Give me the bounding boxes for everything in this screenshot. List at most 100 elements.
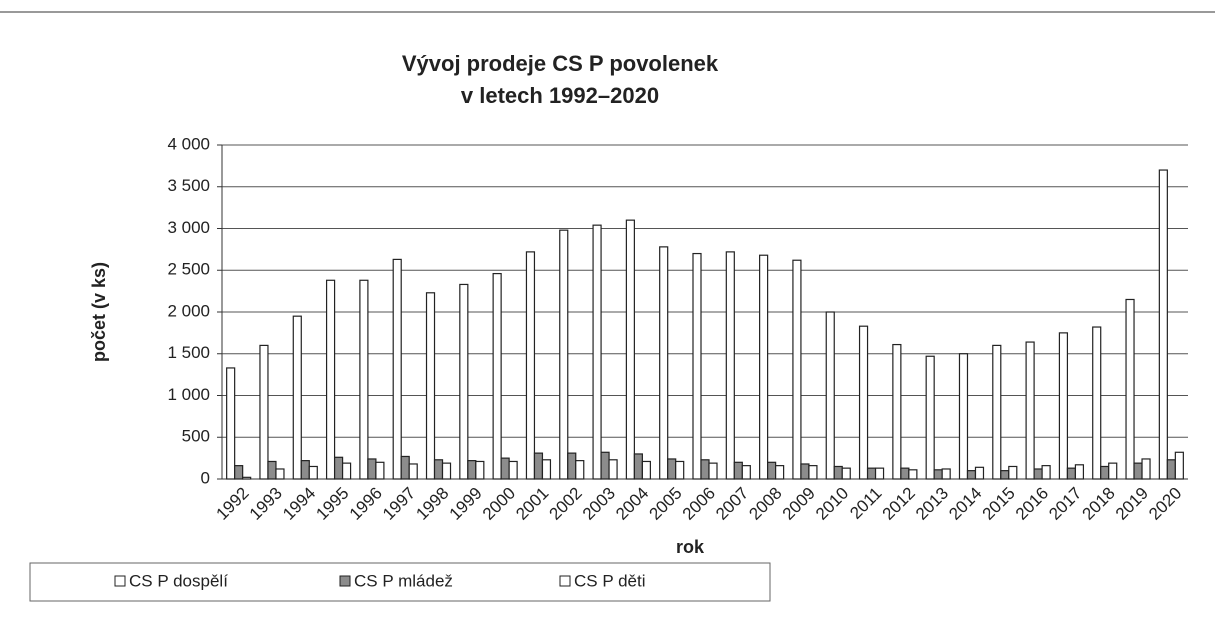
bar [1141, 458, 1151, 480]
legend-box [29, 562, 771, 602]
bar [667, 458, 677, 480]
bar [525, 251, 536, 480]
bar [892, 343, 902, 480]
bar [375, 461, 385, 480]
bar [775, 465, 785, 480]
bar [1158, 169, 1168, 480]
x-tick-label: 2018 [1079, 484, 1119, 524]
bar [866, 467, 877, 480]
x-tick-label: 2012 [879, 484, 919, 524]
x-tick-label: 1994 [279, 484, 319, 524]
bar [641, 460, 651, 480]
x-tick-label: 2010 [812, 484, 852, 524]
x-tick-label: 1993 [246, 484, 286, 524]
x-tick-label: 1995 [312, 484, 352, 524]
bar [841, 467, 851, 480]
x-tick-label: 2001 [512, 484, 552, 524]
bar [508, 460, 518, 480]
bar [1025, 341, 1035, 480]
x-tick-label: 1999 [446, 484, 486, 524]
chart-title: v letech 1992–2020 [461, 83, 659, 108]
bar [400, 455, 410, 480]
bar [308, 465, 318, 480]
bar [966, 470, 977, 480]
x-tick-label: 1992 [212, 484, 252, 524]
bar [900, 467, 910, 480]
legend-swatch [114, 575, 126, 587]
bar [1166, 459, 1176, 480]
legend-swatch [559, 575, 571, 587]
bar [733, 461, 743, 480]
bar [500, 457, 510, 480]
bar [1133, 462, 1143, 480]
bar [858, 325, 869, 480]
bar [592, 224, 602, 480]
bar [367, 458, 377, 480]
bar [275, 468, 285, 480]
y-tick-label: 500 [182, 427, 210, 446]
x-tick-label: 2019 [1112, 484, 1152, 524]
bar [974, 466, 985, 480]
x-tick-label: 2009 [779, 484, 819, 524]
bar [1066, 467, 1077, 480]
bar [992, 344, 1002, 480]
bar [567, 452, 577, 480]
bar [1058, 332, 1069, 480]
bar [475, 460, 485, 480]
bar [625, 219, 635, 480]
bar [925, 355, 935, 480]
bar [575, 460, 585, 480]
bar [242, 476, 252, 480]
x-tick-label: 2008 [745, 484, 785, 524]
x-tick-label: 2016 [1012, 484, 1052, 524]
bar [708, 462, 718, 480]
bar [874, 467, 885, 480]
bar [1000, 470, 1010, 480]
x-tick-label: 2003 [579, 484, 619, 524]
bar [234, 465, 244, 480]
bar [1074, 464, 1085, 480]
bar [333, 456, 344, 480]
bar [808, 465, 818, 480]
bar [300, 460, 310, 480]
legend-label: CS P mládež [354, 571, 453, 590]
y-tick-label: 0 [201, 468, 210, 487]
legend-label: CS P děti [574, 571, 646, 590]
y-tick-label: 1 500 [167, 343, 210, 362]
bar [1125, 298, 1135, 480]
bar [441, 462, 452, 480]
bar [533, 452, 544, 480]
bar [226, 367, 236, 480]
x-tick-label: 2020 [1145, 484, 1185, 524]
bar [725, 251, 735, 480]
bar [825, 311, 835, 480]
bar [325, 279, 336, 480]
x-tick-label: 1996 [346, 484, 386, 524]
bar [941, 468, 951, 480]
bar [1041, 465, 1051, 480]
x-tick-label: 2013 [912, 484, 952, 524]
bar [633, 453, 643, 480]
y-tick-label: 2 000 [167, 301, 210, 320]
bar [833, 465, 843, 480]
x-tick-label: 2014 [945, 484, 985, 524]
bar [433, 459, 444, 480]
x-tick-label: 2017 [1045, 484, 1085, 524]
bar [359, 279, 369, 480]
bar [675, 460, 685, 480]
x-tick-label: 2004 [612, 484, 652, 524]
x-tick-label: 2015 [979, 484, 1019, 524]
bar [958, 353, 969, 480]
x-tick-label: 2011 [846, 484, 885, 523]
bar [659, 246, 669, 480]
x-tick-label: 2007 [712, 484, 752, 524]
legend-label: CS P dospělí [129, 571, 228, 590]
bar [800, 463, 810, 480]
bar [692, 252, 702, 480]
chart-title: Vývoj prodeje CS P povolenek [402, 51, 719, 76]
bar [292, 315, 302, 480]
x-tick-label: 2005 [646, 484, 686, 524]
bar [392, 258, 402, 480]
bar [341, 462, 352, 480]
